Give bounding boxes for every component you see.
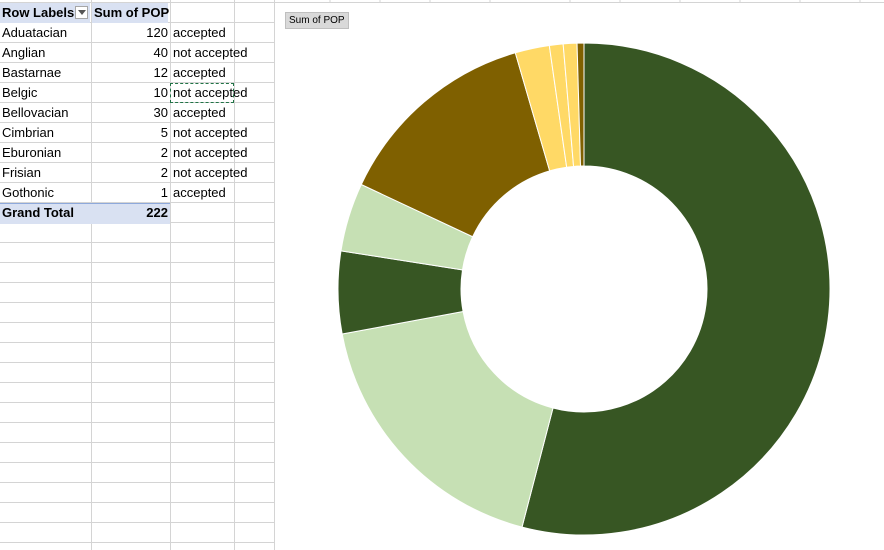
row-label[interactable]: Belgic [2,85,38,100]
row-value[interactable]: 5 [160,125,168,140]
row-value[interactable]: 2 [160,145,168,160]
donut-slice-anglian[interactable] [341,310,554,528]
chart-title[interactable]: Sum of POP [285,12,349,29]
row-status[interactable]: not accepted [173,85,248,100]
row-status[interactable]: not accepted [173,45,248,60]
row-label[interactable]: Gothonic [2,185,55,200]
row-value[interactable]: 30 [153,105,168,120]
row-status[interactable]: accepted [173,25,226,40]
grand-total-label[interactable]: Grand Total [2,205,74,220]
row-label[interactable]: Bastarnae [2,65,62,80]
row-status[interactable]: accepted [173,185,226,200]
donut-chart[interactable] [276,4,884,550]
row-value[interactable]: 120 [146,25,168,40]
row-label[interactable]: Bellovacian [2,105,69,120]
row-status[interactable]: not accepted [173,125,248,140]
row-value[interactable]: 10 [153,85,168,100]
selected-cell-outline [170,83,234,103]
row-label[interactable]: Anglian [2,45,46,60]
row-status[interactable]: not accepted [173,165,248,180]
donut-slice-aduatacian[interactable] [521,42,831,536]
grand-total-value[interactable]: 222 [146,205,168,220]
row-value[interactable]: 12 [153,65,168,80]
row-label[interactable]: Frisian [2,165,42,180]
row-value[interactable]: 40 [153,45,168,60]
row-label[interactable]: Cimbrian [2,125,55,140]
row-status[interactable]: accepted [173,105,226,120]
header-sum-of-pop[interactable]: Sum of POP [92,3,169,23]
grand-total-row [0,203,170,224]
row-value[interactable]: 2 [160,165,168,180]
header-row-labels[interactable]: Row Labels [0,3,90,23]
row-label[interactable]: Eburonian [2,145,62,160]
row-status[interactable]: not accepted [173,145,248,160]
row-label[interactable]: Aduatacian [2,25,68,40]
filter-dropdown-icon[interactable] [75,6,88,19]
row-status[interactable]: accepted [173,65,226,80]
row-value[interactable]: 1 [160,185,168,200]
donut-slice-gothonic[interactable] [576,42,585,167]
